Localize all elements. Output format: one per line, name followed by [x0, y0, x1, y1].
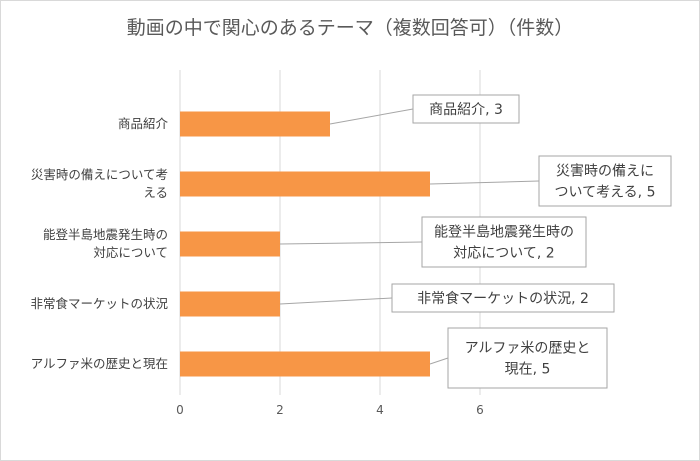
bar [180, 111, 330, 137]
x-tick-label: 0 [176, 403, 184, 417]
category-label: 災害時の備えについて考 [31, 167, 168, 182]
callout-leader [279, 297, 393, 305]
data-label: 対応について, 2 [453, 246, 554, 262]
callout-leader [279, 241, 423, 245]
bars [180, 111, 430, 377]
category-label: アルファ米の歴史と現在 [31, 356, 168, 371]
callout-leader [429, 180, 540, 185]
chart-title: 動画の中で関心のあるテーマ（複数回答可）（件数） [127, 17, 574, 39]
bar [180, 171, 430, 197]
data-label: 災害時の備えに [556, 164, 654, 180]
x-tick-label: 6 [476, 403, 484, 417]
callout-leader [429, 357, 449, 365]
x-tick-label: 4 [376, 403, 384, 417]
x-axis-ticks: 0 2 4 6 [176, 403, 484, 417]
data-label: ついて考える, 5 [555, 185, 656, 201]
bar [180, 351, 430, 377]
data-label: 現在, 5 [505, 362, 551, 378]
data-label-box [391, 283, 615, 313]
data-label-box [421, 216, 587, 268]
category-label: 対応について [93, 245, 168, 260]
data-label: 能登半島地震発生時の [434, 225, 574, 241]
data-label: アルファ米の歴史と [465, 341, 591, 357]
data-label: 非常食マーケットの状況, 2 [417, 290, 589, 307]
bar [180, 231, 280, 257]
category-label: 非常食マーケットの状況 [30, 296, 168, 311]
category-label: 商品紹介 [118, 116, 169, 131]
category-labels: 商品紹介災害時の備えについて考える能登半島地震発生時の対応について非常食マーケッ… [30, 116, 168, 371]
bar [180, 291, 280, 317]
data-label-box [538, 155, 672, 207]
category-label: える [143, 185, 168, 200]
data-label: 商品紹介, 3 [429, 102, 503, 118]
callout-leader [329, 108, 414, 125]
data-label-box [447, 327, 608, 389]
category-label: 能登半島地震発生時の [43, 227, 168, 242]
x-tick-label: 2 [276, 403, 284, 417]
data-label-box [412, 94, 520, 124]
